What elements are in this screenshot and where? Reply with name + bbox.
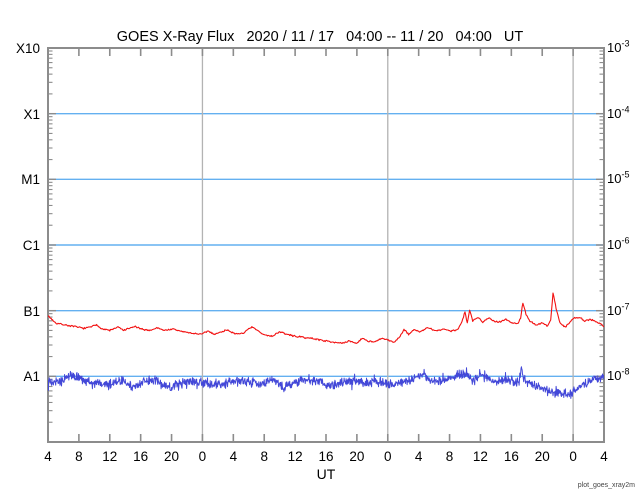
- y-axis-class-label: C1: [22, 238, 40, 253]
- x-axis-tick-label: 4: [600, 449, 608, 464]
- x-axis-tick-label: 8: [260, 449, 268, 464]
- y-axis-class-label: X10: [15, 41, 40, 56]
- x-axis-tick-label: 12: [102, 449, 118, 464]
- x-axis-tick-label: 8: [445, 449, 454, 464]
- y-axis-class-label: X1: [23, 106, 40, 122]
- x-axis-tick-label: 0: [384, 449, 392, 464]
- y-axis-class-label: A1: [23, 369, 40, 385]
- x-axis-tick-label: 4: [414, 449, 423, 464]
- series-xray-flux-blue: [48, 366, 604, 399]
- x-axis-label: UT: [316, 466, 336, 482]
- x-axis-tick-label: 20: [164, 449, 180, 464]
- series-xray-flux-red: [48, 292, 604, 344]
- x-axis-tick-label: 12: [287, 449, 303, 464]
- plot-frame: [47, 47, 605, 443]
- chart-title: GOES X-Ray Flux 2020 / 11 / 17 04:00 -- …: [116, 29, 524, 45]
- x-axis-tick-label: 4: [229, 449, 238, 464]
- x-axis-tick-label: 0: [569, 449, 577, 464]
- y-axis-flux-label: 10-4: [607, 104, 630, 121]
- x-axis-tick-label: 16: [133, 449, 149, 464]
- x-axis-tick-label: 20: [534, 449, 550, 464]
- x-axis-tick-label: 20: [349, 449, 365, 464]
- y-axis-flux-label: 10-7: [607, 301, 630, 318]
- watermark-label: plot_goes_xray2m: [577, 482, 635, 489]
- y-axis-flux-label: 10-5: [607, 170, 630, 187]
- x-axis-tick-label: 16: [318, 449, 334, 464]
- x-axis-tick-label: 0: [198, 449, 207, 464]
- x-axis-tick-label: 4: [44, 449, 52, 464]
- y-axis-flux-label: 10-3: [607, 38, 630, 55]
- y-axis-flux-label: 10-8: [607, 367, 630, 384]
- y-axis-flux-label: 10-6: [607, 235, 630, 252]
- x-axis-tick-label: 8: [75, 449, 83, 464]
- y-axis-class-label: B1: [23, 303, 40, 319]
- x-axis-tick-label: 16: [503, 449, 519, 464]
- x-axis-tick-label: 12: [472, 449, 488, 464]
- y-axis-class-label: M1: [21, 172, 40, 188]
